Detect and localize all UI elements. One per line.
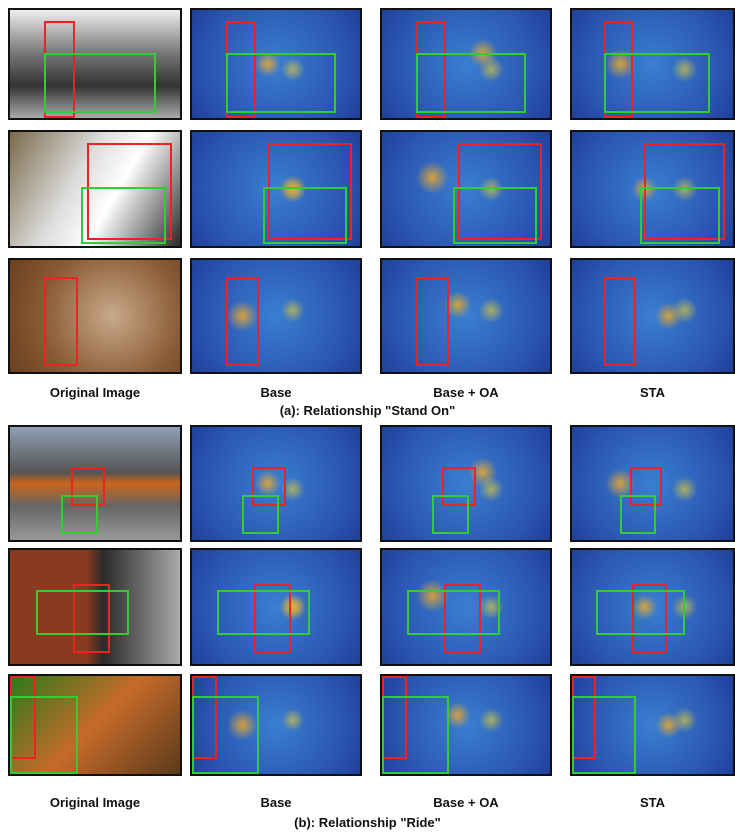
panel-caption: (a): Relationship "Stand On" (279, 403, 456, 418)
column-label: STA (639, 385, 666, 400)
attention-map (570, 8, 735, 120)
object-box (192, 695, 260, 774)
object-box (262, 186, 347, 244)
subject-box (86, 143, 172, 241)
object-box (572, 695, 637, 774)
attention-map (380, 130, 552, 248)
object-box (61, 494, 99, 535)
subject-box (225, 276, 260, 367)
object-box (44, 53, 157, 113)
subject-box (44, 276, 78, 367)
subject-box (457, 143, 542, 241)
subject-box (442, 466, 477, 507)
attention-map (380, 548, 552, 666)
object-box (639, 186, 721, 244)
object-box (596, 589, 685, 636)
subject-box (267, 143, 352, 241)
column-label: Base + OA (433, 385, 499, 400)
attention-map (190, 425, 362, 542)
subject-box (631, 584, 667, 653)
column-label: Base + OA (433, 795, 499, 810)
object-box (35, 589, 129, 636)
original-image (8, 8, 182, 120)
subject-box (71, 466, 106, 507)
subject-box (629, 466, 663, 507)
attention-map (190, 258, 362, 374)
object-box (242, 494, 280, 535)
column-label: Original Image (49, 385, 141, 400)
object-box (382, 695, 450, 774)
subject-box (444, 584, 482, 653)
attention-map (380, 8, 552, 120)
subject-box (254, 584, 292, 653)
object-box (81, 186, 167, 244)
object-box (407, 589, 500, 636)
original-image (8, 258, 182, 374)
subject-box (604, 276, 637, 367)
attention-map (570, 130, 735, 248)
object-box (604, 53, 711, 113)
attention-map (380, 425, 552, 542)
attention-map (190, 8, 362, 120)
object-box (10, 695, 78, 774)
attention-map (190, 130, 362, 248)
attention-map (190, 548, 362, 666)
attention-map (570, 258, 735, 374)
panel-caption: (b): Relationship "Ride" (294, 815, 441, 830)
subject-box (72, 584, 111, 653)
object-box (620, 494, 656, 535)
object-box (225, 53, 337, 113)
column-label: Base (260, 385, 292, 400)
attention-map (380, 674, 552, 776)
object-box (217, 589, 310, 636)
subject-box (252, 466, 287, 507)
original-image (8, 548, 182, 666)
column-label: Original Image (49, 795, 141, 810)
column-label: Base (260, 795, 292, 810)
attention-map (570, 425, 735, 542)
object-box (415, 53, 527, 113)
attention-map (190, 674, 362, 776)
object-box (432, 494, 470, 535)
object-box (452, 186, 537, 244)
subject-box (415, 276, 450, 367)
original-image (8, 130, 182, 248)
attention-map (570, 674, 735, 776)
original-image (8, 425, 182, 542)
attention-map (380, 258, 552, 374)
original-image (8, 674, 182, 776)
subject-box (644, 143, 725, 241)
attention-map (570, 548, 735, 666)
column-label: STA (639, 795, 666, 810)
